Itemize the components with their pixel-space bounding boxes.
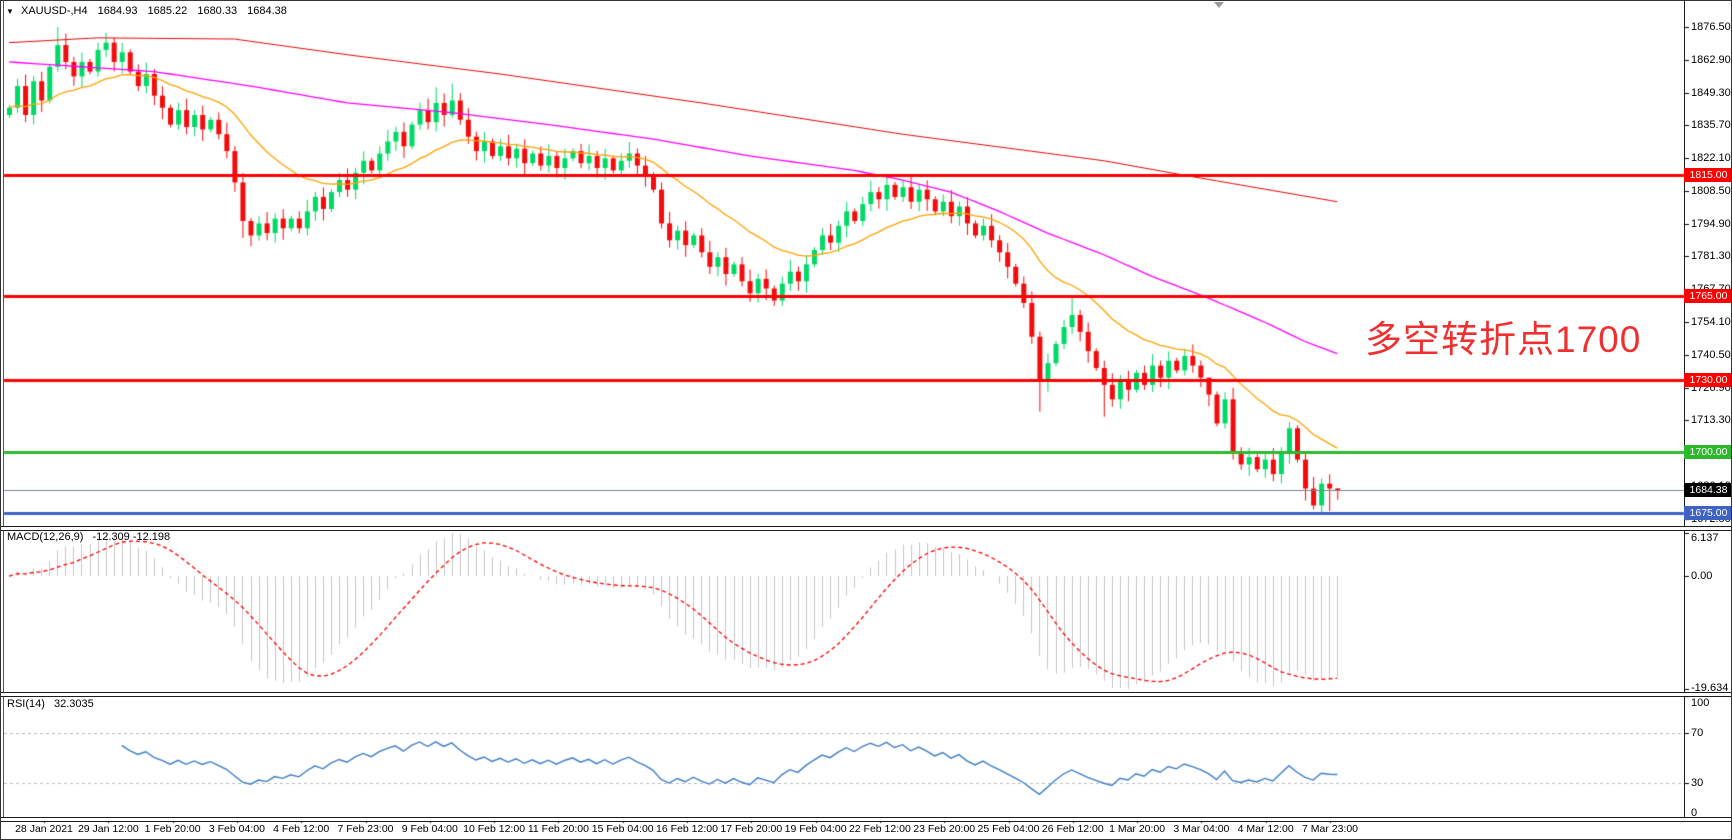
time-tick-label: 16 Feb 12:00 [656, 823, 718, 835]
rsi-axis-30: 30 [1691, 777, 1704, 789]
time-tick-label: 11 Feb 20:00 [527, 823, 589, 835]
symbol-dropdown-icon[interactable]: ▼ [6, 7, 14, 16]
macd-axis-zero: 0.00 [1691, 570, 1713, 582]
price-tick-label: 1713.30 [1691, 414, 1731, 427]
price-tick-label: 1876.50 [1691, 21, 1731, 33]
price-level-badge: 1730.00 [1684, 373, 1731, 388]
time-tick-label: 23 Feb 20:00 [913, 823, 976, 835]
price-tick-label: 1754.10 [1691, 316, 1731, 329]
price-axis-separator [1684, 1, 1685, 819]
price-tick-label: 1822.10 [1691, 152, 1731, 165]
time-tick-label: 3 Feb 04:00 [208, 823, 265, 835]
macd-label-values: -12.309 -12.198 [92, 531, 171, 543]
chart-shift-marker-icon[interactable] [1214, 2, 1224, 8]
chart-left-border [3, 1, 4, 819]
macd-axis-max: 6.137 [1691, 532, 1719, 544]
text-annotation[interactable]: 多空转折点1700 [1365, 319, 1642, 360]
time-tick-label: 28 Jan 2021 [15, 823, 73, 835]
price-tick-label: 1781.30 [1691, 250, 1731, 263]
price-level-badge: 1684.38 [1684, 483, 1731, 497]
ohlc-low: 1680.33 [197, 5, 238, 17]
rsi-indicator-label: RSI(14) 32.3035 [7, 698, 94, 710]
time-tick-label: 15 Feb 04:00 [591, 823, 654, 835]
rsi-axis-70: 70 [1691, 727, 1704, 739]
price-level-badge: 1675.00 [1684, 505, 1731, 520]
ohlc-high: 1685.22 [147, 5, 188, 17]
time-tick-label: 19 Feb 04:00 [784, 823, 847, 835]
price-tick-label: 1808.50 [1691, 184, 1731, 197]
macd-label-name: MACD(12,26,9) [7, 531, 84, 543]
time-tick-label: 22 Feb 12:00 [848, 823, 911, 835]
time-tick-label: 25 Feb 04:00 [977, 823, 1040, 835]
rsi-axis-0: 0 [1691, 807, 1698, 819]
macd-axis-min: -19.634 [1691, 682, 1729, 694]
rsi-label-value: 32.3035 [53, 698, 94, 710]
price-level-badge: 1815.00 [1684, 168, 1731, 183]
time-tick-label: 4 Mar 12:00 [1237, 823, 1294, 835]
time-tick-label: 1 Feb 20:00 [144, 823, 201, 835]
rsi-axis-100: 100 [1691, 697, 1710, 709]
time-tick-label: 9 Feb 04:00 [401, 823, 458, 835]
time-tick-label: 1 Mar 20:00 [1109, 823, 1166, 835]
rsi-label-name: RSI(14) [7, 698, 45, 710]
time-tick-label: 7 Mar 23:00 [1301, 823, 1359, 835]
time-tick-label: 17 Feb 20:00 [720, 823, 783, 835]
ohlc-close: 1684.38 [247, 5, 287, 17]
price-tick-label: 1835.70 [1691, 119, 1731, 132]
time-tick-label: 10 Feb 12:00 [463, 823, 526, 835]
macd-indicator-label: MACD(12,26,9) -12.309 -12.198 [7, 531, 170, 543]
time-tick-label: 4 Feb 12:00 [273, 823, 330, 835]
price-level-badge: 1765.00 [1684, 288, 1731, 303]
price-tick-label: 1794.90 [1691, 217, 1731, 230]
symbol-period: XAUUSD-,H4 [20, 5, 88, 17]
macd-panel-separator[interactable] [1, 526, 1731, 531]
price-tick-label: 1740.50 [1691, 348, 1731, 361]
price-tick-label: 1849.30 [1691, 86, 1731, 99]
price-level-badge: 1700.00 [1684, 445, 1731, 460]
time-tick-label: 3 Mar 04:00 [1173, 823, 1230, 835]
time-tick-label: 29 Jan 12:00 [77, 823, 139, 835]
time-tick-label: 26 Feb 12:00 [1041, 823, 1104, 835]
time-tick-label: 7 Feb 23:00 [337, 823, 394, 835]
title-bar: ▼ XAUUSD-,H4 1684.93 1685.22 1680.33 168… [6, 5, 294, 17]
ohlc-open: 1684.93 [97, 5, 138, 17]
time-axis-separator [1, 817, 1731, 822]
price-tick-label: 1862.90 [1691, 53, 1731, 66]
rsi-panel-separator[interactable] [1, 692, 1731, 697]
